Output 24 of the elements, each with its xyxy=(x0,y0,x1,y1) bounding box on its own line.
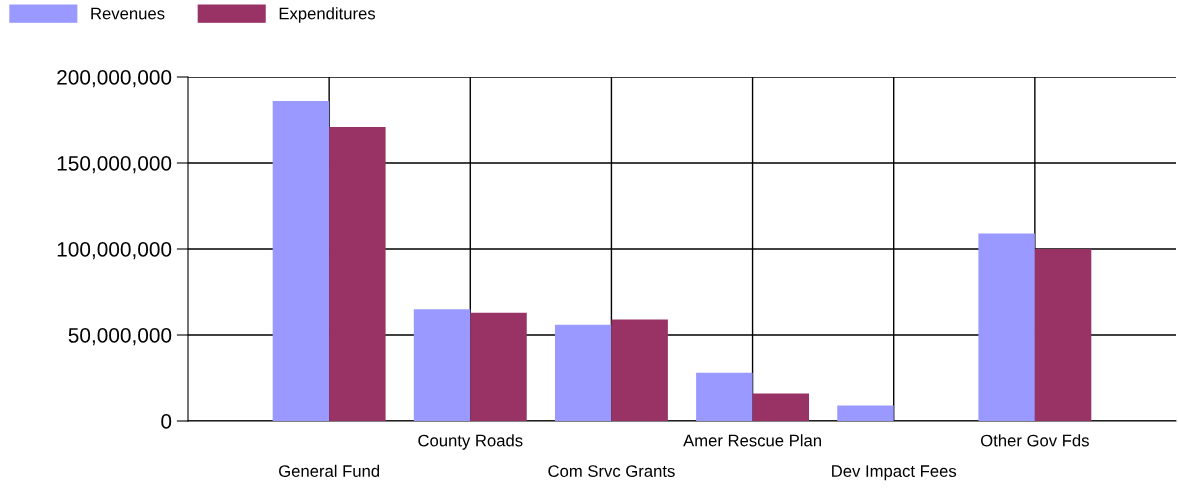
bar xyxy=(837,405,894,421)
y-tick-label: 50,000,000 xyxy=(68,328,172,346)
bar xyxy=(470,312,527,421)
bar xyxy=(611,319,668,421)
bar xyxy=(272,101,330,421)
bar xyxy=(752,393,810,421)
bar xyxy=(978,233,1035,421)
y-tick-label: 0 xyxy=(161,414,172,429)
legend-label: Revenues xyxy=(91,7,165,20)
x-tick-label: Other Gov Fds xyxy=(981,434,1089,447)
bar xyxy=(1034,249,1092,421)
y-tick-label: 100,000,000 xyxy=(57,242,172,260)
x-tick-label: Com Srvc Grants xyxy=(548,465,675,477)
bar xyxy=(329,126,386,421)
x-tick-label: General Fund xyxy=(279,464,380,477)
legend-label: Expenditures xyxy=(279,7,376,23)
bar xyxy=(696,372,753,421)
bar xyxy=(554,324,612,421)
x-tick-label: Dev Impact Fees xyxy=(832,465,957,481)
x-tick-label: Amer Rescue Plan xyxy=(683,434,821,447)
y-tick-label: 150,000,000 xyxy=(57,156,172,174)
bar xyxy=(413,309,471,421)
x-tick-label: County Roads xyxy=(418,434,523,450)
y-tick-label: 200,000,000 xyxy=(57,70,172,88)
